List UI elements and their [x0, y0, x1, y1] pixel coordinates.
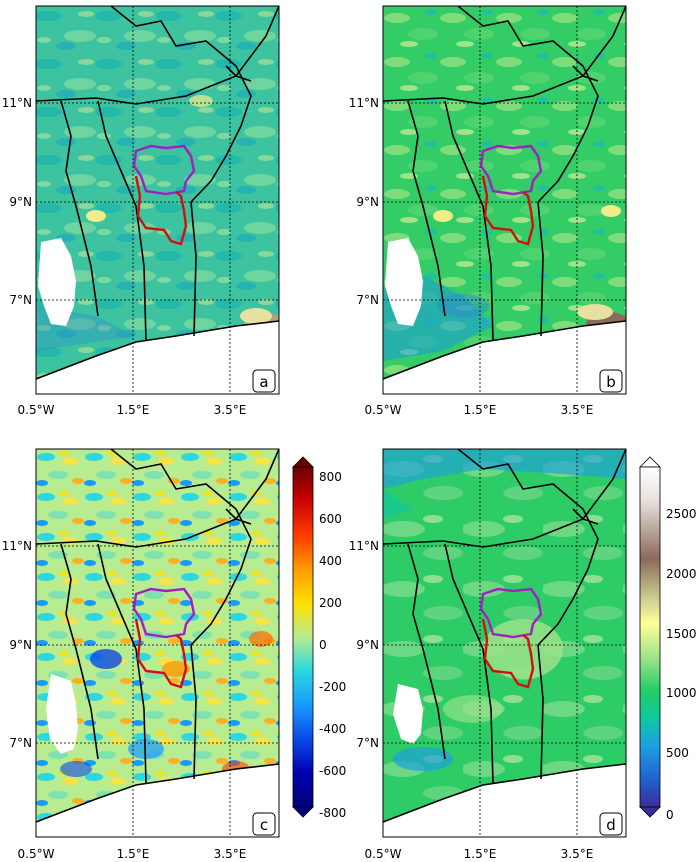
colorbar-tick: 400	[319, 554, 342, 568]
colorbar-tick: -400	[319, 722, 346, 736]
y-tick-label: 11°N	[2, 96, 32, 110]
colorbar-tick: 800	[319, 470, 342, 484]
colorbar-tick: 200	[319, 596, 342, 610]
colorbar-tick: 0	[666, 808, 674, 822]
panel-letter-box: d	[599, 812, 623, 836]
y-tick-label: 11°N	[349, 539, 379, 553]
colorbar-tick: -200	[319, 680, 346, 694]
panel-a: a 11°N 9°N 7°N 0.5°W 1.5°E 3.5°E	[2, 5, 280, 417]
y-tick-label: 7°N	[9, 293, 32, 307]
panel-d: d 11°N 9°N 7°N 0.5°W 1.5°E 3.5°E	[349, 448, 627, 861]
x-tick-label: 3.5°E	[214, 847, 247, 861]
x-tick-label: 0.5°W	[365, 847, 402, 861]
x-tick-label: 1.5°E	[117, 847, 150, 861]
colorbar-abs: 2500 2000 1500 1000 500 0	[639, 456, 697, 822]
x-tick-label: 0.5°W	[18, 847, 55, 861]
colorbar-tick: 2500	[666, 507, 697, 521]
colorbar-tick: 1000	[666, 686, 697, 700]
panel-letter-box: c	[252, 812, 276, 836]
x-tick-label: 0.5°W	[18, 403, 55, 417]
colorbar-diff: 800 600 400 200 0 -200 -400 -600 -800	[292, 456, 346, 820]
colorbar-tick: -600	[319, 764, 346, 778]
panel-letter-box: a	[252, 369, 276, 393]
panel-letter: b	[606, 373, 616, 391]
panel-letter: a	[259, 373, 268, 391]
y-tick-label: 11°N	[349, 96, 379, 110]
colorbar-tick: 1500	[666, 627, 697, 641]
colorbar-tick: 2000	[666, 567, 697, 581]
y-tick-label: 11°N	[2, 539, 32, 553]
y-tick-label: 7°N	[356, 736, 379, 750]
panel-letter: d	[606, 816, 616, 834]
x-tick-label: 1.5°E	[117, 403, 150, 417]
x-tick-label: 1.5°E	[464, 403, 497, 417]
x-tick-label: 3.5°E	[561, 847, 594, 861]
colorbar-tick: 0	[319, 638, 327, 652]
panel-letter: c	[260, 816, 268, 834]
x-tick-label: 1.5°E	[464, 847, 497, 861]
y-tick-label: 7°N	[356, 293, 379, 307]
y-tick-label: 7°N	[9, 736, 32, 750]
y-tick-label: 9°N	[356, 638, 379, 652]
panel-b: b 11°N 9°N 7°N 0.5°W 1.5°E 3.5°E	[349, 5, 627, 417]
y-tick-label: 9°N	[9, 195, 32, 209]
colorbar-tick: 600	[319, 512, 342, 526]
colorbar-tick: 500	[666, 746, 689, 760]
x-tick-label: 3.5°E	[214, 403, 247, 417]
x-tick-label: 3.5°E	[561, 403, 594, 417]
y-tick-label: 9°N	[356, 195, 379, 209]
panel-c: c 11°N 9°N 7°N 0.5°W 1.5°E 3.5°E	[2, 448, 280, 861]
panel-letter-box: b	[599, 369, 623, 393]
x-tick-label: 0.5°W	[365, 403, 402, 417]
colorbar-tick: -800	[319, 806, 346, 820]
y-tick-label: 9°N	[9, 638, 32, 652]
